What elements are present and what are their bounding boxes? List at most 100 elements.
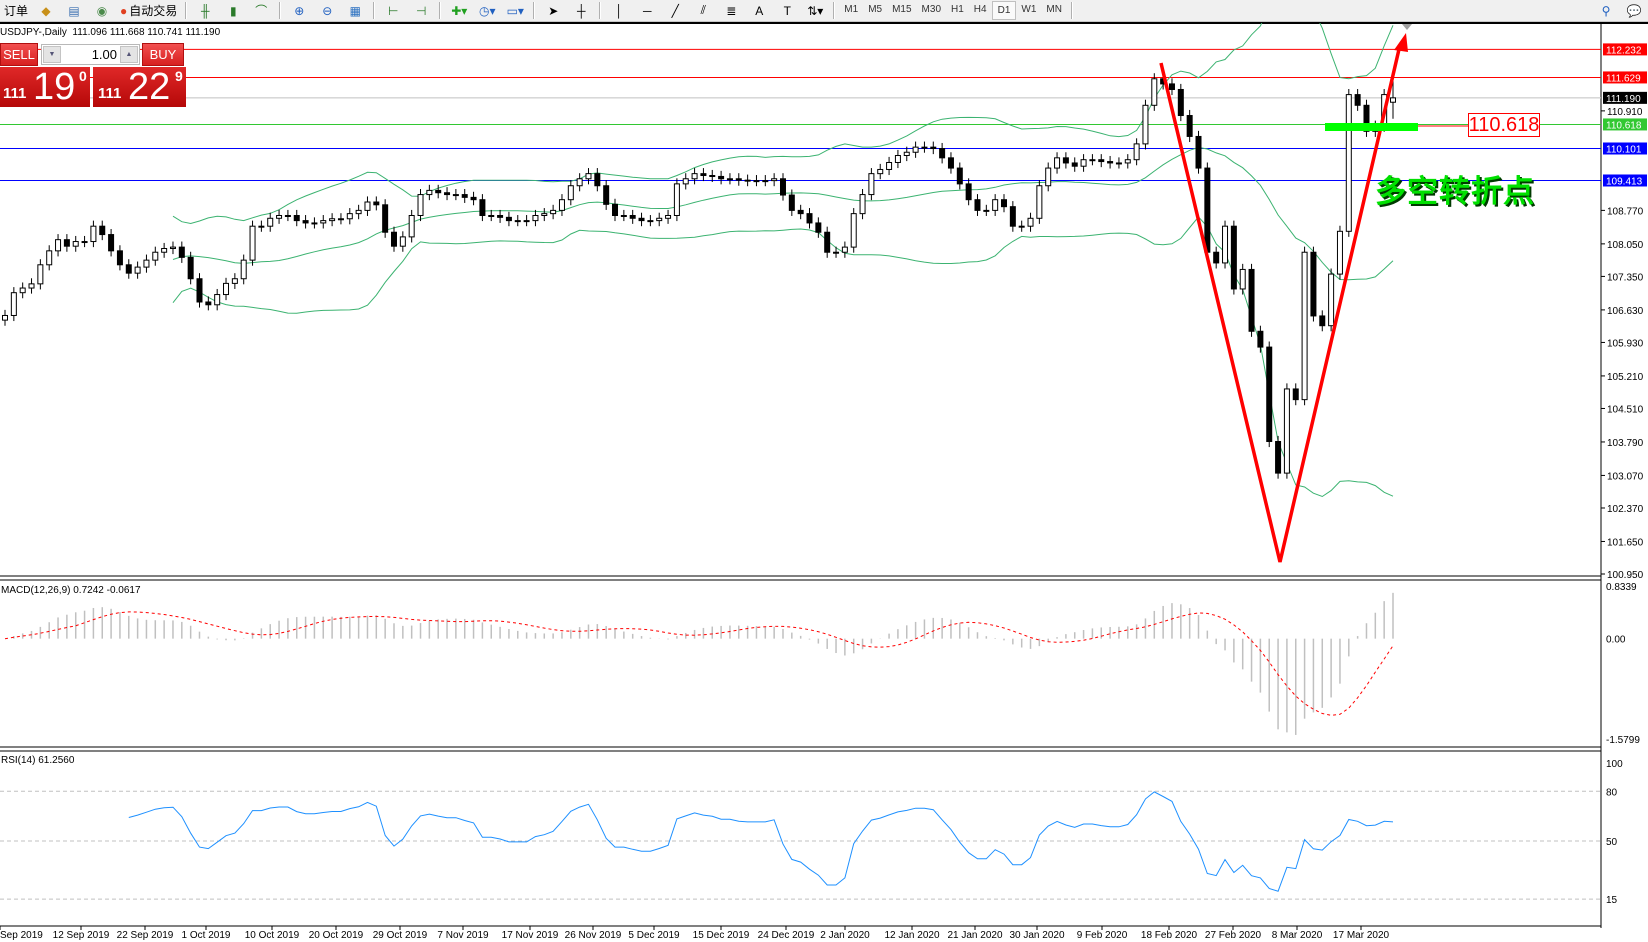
auto-trade-button[interactable]: ● 自动交易: [117, 1, 180, 20]
candle-body: [90, 225, 97, 243]
candle-body: [1027, 217, 1034, 227]
fibonacci-icon[interactable]: ≣: [726, 3, 737, 18]
candle-body: [868, 173, 875, 196]
timeframe-h4[interactable]: H4: [973, 4, 987, 15]
candle-body: [585, 173, 592, 180]
arrows-icon[interactable]: ⇅▾: [807, 3, 824, 18]
candle: [886, 156, 893, 176]
y-tick-label: 104.510: [1607, 404, 1644, 415]
candle: [744, 174, 751, 187]
level-price-label[interactable]: 110.618: [1468, 113, 1540, 137]
crosshair-icon[interactable]: ┼: [577, 3, 586, 18]
buy-price[interactable]: 111 22 9: [93, 67, 186, 107]
tile-windows-icon[interactable]: ▦: [349, 3, 361, 18]
timeframe-m1[interactable]: M1: [844, 4, 859, 15]
candle-body: [656, 217, 663, 222]
chart-shift-icon[interactable]: ⊣: [416, 3, 427, 18]
v-reversal-annotation[interactable]: [1159, 24, 1468, 563]
candle: [1089, 154, 1096, 166]
chat-icon[interactable]: 💬: [1626, 3, 1642, 18]
candle: [205, 296, 212, 311]
text-icon[interactable]: A: [755, 3, 764, 18]
candle: [1027, 212, 1034, 232]
candle-body: [567, 185, 574, 201]
candle: [939, 142, 946, 164]
lot-increase-button[interactable]: ▲: [120, 46, 138, 63]
timeframe-mn[interactable]: MN: [1046, 4, 1062, 15]
timeframe-w1[interactable]: W1: [1021, 4, 1037, 15]
lot-size-input[interactable]: ▼ 1.00 ▲: [41, 44, 140, 65]
periods-icon[interactable]: ◷▾: [479, 3, 496, 18]
timeframe-m5[interactable]: M5: [868, 4, 883, 15]
horizontal-lines[interactable]: [0, 48, 1601, 181]
candle-body: [55, 239, 62, 252]
candle-body: [700, 173, 707, 177]
candle: [399, 231, 406, 252]
y-tick-label: 103.070: [1607, 471, 1644, 482]
candle-body: [399, 236, 406, 247]
text-label-icon[interactable]: T: [783, 3, 791, 18]
candle-body: [116, 250, 123, 266]
sell-price-pip: 0: [79, 68, 87, 84]
candle-body: [824, 231, 831, 253]
sell-price[interactable]: 111 19 0: [0, 67, 90, 107]
candle-body: [46, 250, 53, 266]
cursor-icon[interactable]: ➤: [548, 3, 559, 18]
candle: [1257, 325, 1264, 353]
bar-chart-icon[interactable]: ╫: [201, 3, 210, 18]
candle-body: [797, 209, 804, 215]
sell-button[interactable]: SELL: [0, 43, 38, 66]
x-tick-label: 2 Jan 2020: [820, 930, 870, 941]
candle: [488, 209, 495, 222]
candle-body: [435, 189, 442, 194]
price-tag-bg: [1603, 91, 1647, 104]
reversal-point-text[interactable]: 多空转折点: [1375, 174, 1535, 210]
candle-body: [329, 218, 336, 222]
candle-body: [1390, 97, 1396, 103]
timeframe-m30[interactable]: M30: [921, 4, 941, 15]
zoom-out-icon[interactable]: ⊖: [322, 3, 333, 18]
x-tick-label: 12 Jan 2020: [884, 930, 939, 941]
candle: [532, 209, 539, 227]
candle-body: [214, 294, 221, 306]
candle: [72, 235, 79, 252]
trendline-icon[interactable]: ╱: [671, 3, 679, 18]
buy-button[interactable]: BUY: [142, 43, 184, 66]
rsi-y-tick-label: 100: [1606, 759, 1623, 770]
autoscroll-icon[interactable]: ⊢: [388, 3, 399, 18]
timeframe-m15[interactable]: M15: [892, 4, 912, 15]
candle: [302, 215, 309, 229]
x-tick-label: 12 Sep 2019: [53, 930, 110, 941]
horizontal-line-icon[interactable]: ─: [643, 3, 652, 18]
candle-body: [833, 251, 840, 254]
candle: [408, 209, 415, 243]
line-chart-icon[interactable]: ⌒: [255, 4, 268, 18]
candle-body: [718, 175, 725, 180]
equidistant-channel-icon[interactable]: ⫽: [700, 3, 706, 17]
candle-body: [249, 225, 256, 261]
candle: [841, 241, 848, 258]
candlestick-icon[interactable]: ▮: [229, 3, 237, 18]
candle-body: [125, 264, 132, 274]
new-order-button[interactable]: 订单: [4, 4, 29, 18]
templates-icon[interactable]: ▭▾: [506, 3, 524, 18]
candle-body: [1062, 157, 1069, 164]
candle-body: [1319, 315, 1326, 327]
price-tag-bg: [1603, 174, 1647, 187]
timeframe-d1[interactable]: D1: [991, 1, 1017, 20]
indicators-icon[interactable]: ✚▾: [451, 3, 468, 18]
search-icon[interactable]: ⚲: [1601, 3, 1611, 18]
timeframe-h1[interactable]: H1: [951, 4, 964, 15]
zoom-in-icon[interactable]: ⊕: [294, 3, 305, 18]
vertical-line-icon[interactable]: │: [615, 3, 624, 18]
signal-icon[interactable]: ◉: [96, 3, 108, 18]
candle-body: [576, 178, 583, 187]
candle-body: [1257, 330, 1264, 348]
data-window-icon[interactable]: ▤: [68, 3, 80, 18]
candle-body: [488, 214, 495, 217]
candle-body: [390, 231, 397, 247]
lot-decrease-button[interactable]: ▼: [43, 46, 61, 63]
candle: [329, 213, 336, 227]
order-book-icon[interactable]: ◆: [41, 3, 51, 18]
